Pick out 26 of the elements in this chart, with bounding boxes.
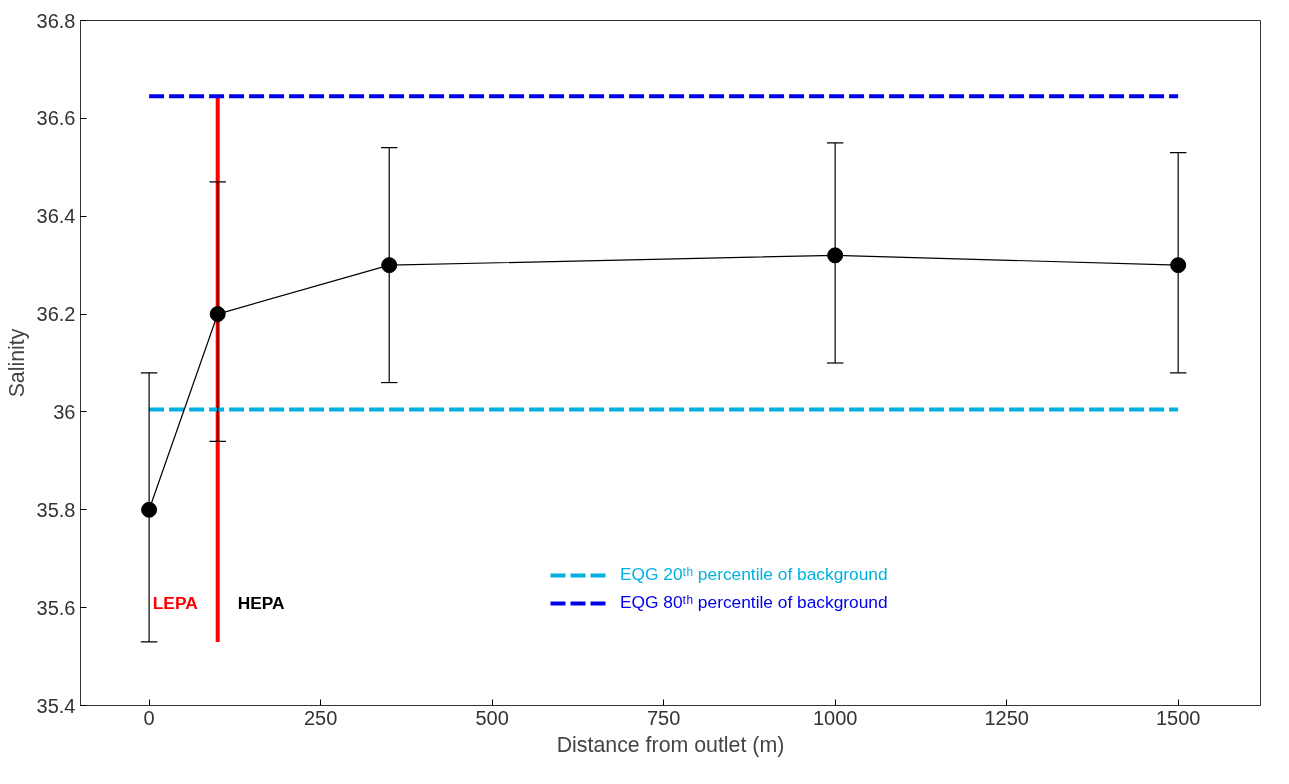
annotation: HEPA bbox=[237, 592, 286, 613]
legend-label: EQG 20ᵗʰ percentile of background bbox=[620, 564, 888, 585]
y-tick-label: 36.8 bbox=[36, 9, 76, 32]
x-tick-label: 1250 bbox=[984, 706, 1029, 729]
x-tick-label: 500 bbox=[475, 706, 509, 729]
legend-label: EQG 80ᵗʰ percentile of background bbox=[620, 592, 888, 613]
x-tick-label: 750 bbox=[646, 706, 681, 729]
x-tick-label: 1500 bbox=[1155, 706, 1201, 729]
point bbox=[1170, 257, 1187, 274]
y-axis-title: Salinity bbox=[4, 328, 29, 398]
point bbox=[209, 306, 226, 323]
y-tick-label: 35.8 bbox=[36, 498, 76, 521]
y-tick-label: 36.4 bbox=[36, 205, 76, 228]
x-axis-title: Distance from outlet (m) bbox=[556, 732, 785, 757]
point bbox=[381, 257, 398, 274]
x-tick-label: 0 bbox=[143, 706, 155, 729]
y-tick-label: 36.6 bbox=[36, 107, 76, 130]
y-tick-label: 36 bbox=[53, 400, 76, 423]
annotation: LEPA bbox=[152, 592, 199, 613]
point bbox=[827, 247, 844, 264]
point bbox=[141, 501, 158, 518]
x-tick-label: 250 bbox=[303, 706, 338, 729]
y-tick-label: 35.4 bbox=[36, 694, 76, 717]
y-tick-label: 36.2 bbox=[36, 303, 76, 326]
y-tick-label: 35.6 bbox=[36, 596, 76, 619]
x-tick-label: 1000 bbox=[812, 706, 858, 729]
